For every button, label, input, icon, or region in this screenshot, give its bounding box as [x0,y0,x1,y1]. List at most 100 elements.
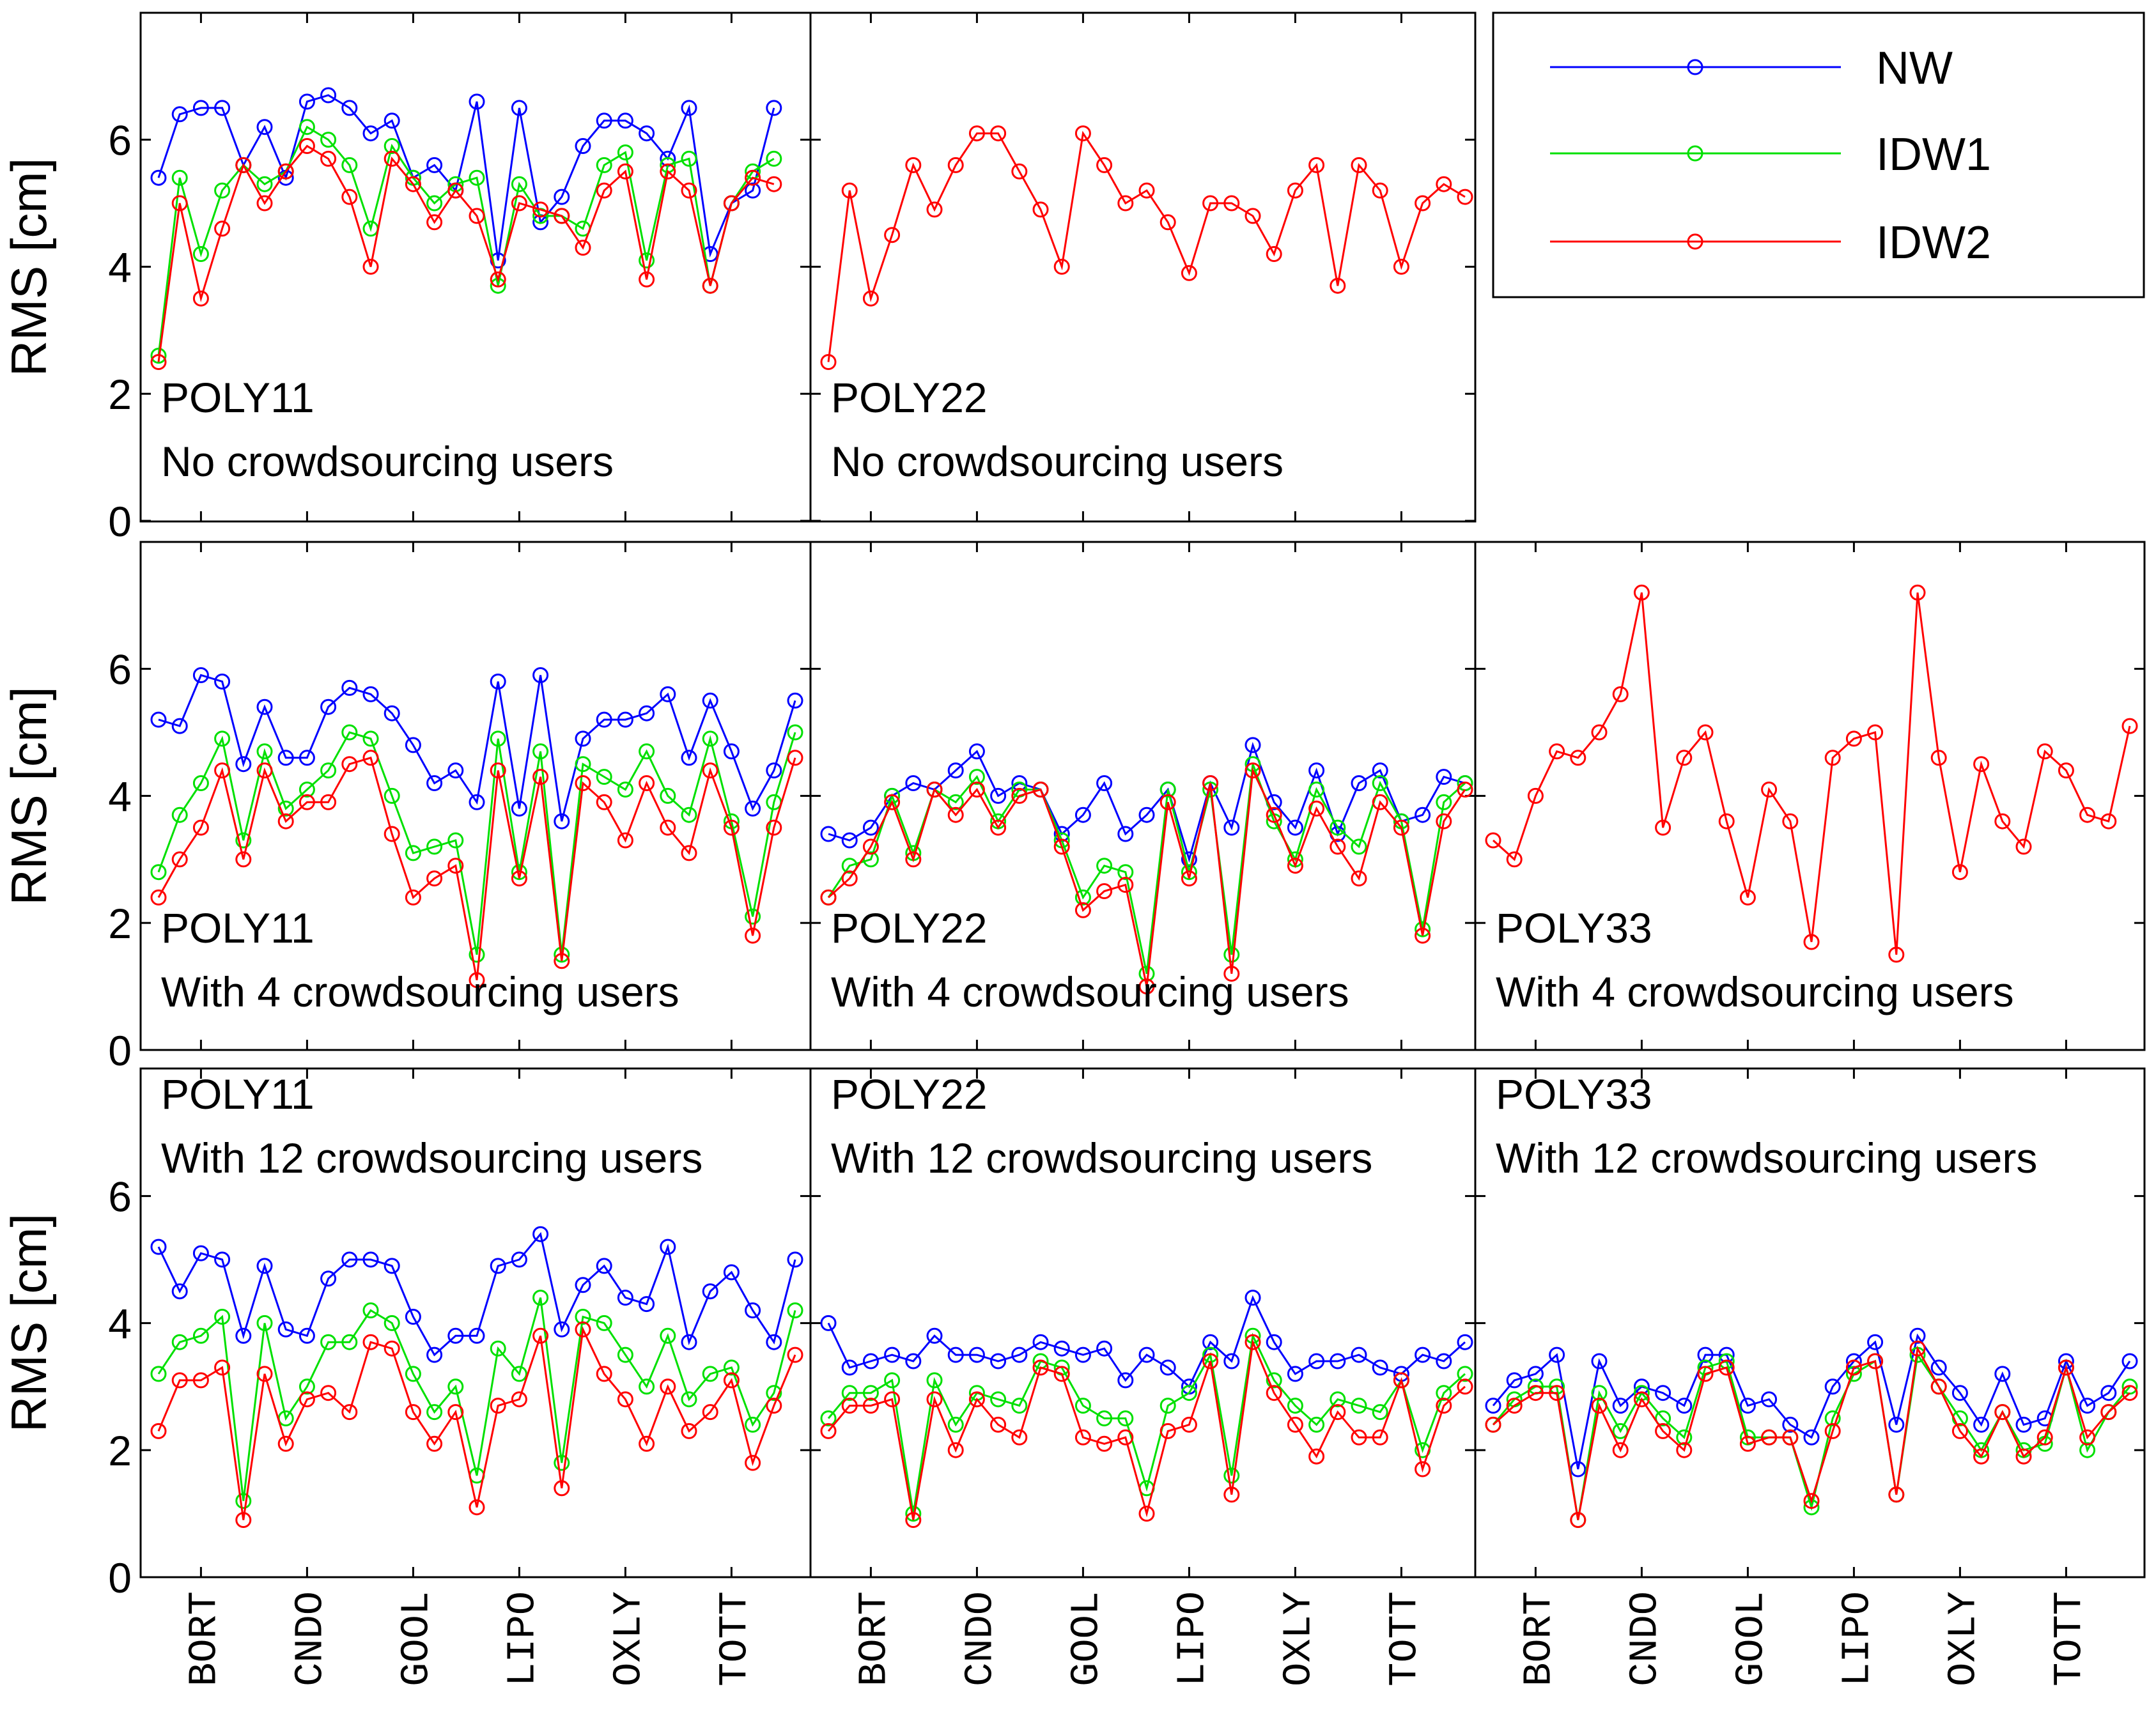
data-point [1824,1410,1841,1426]
data-point [405,737,421,753]
data-point [320,1270,337,1287]
panel-title: POLY22 [831,1070,988,1118]
data-point [1011,1429,1028,1446]
data-point [235,756,252,773]
data-point [681,1334,697,1350]
series-line [157,1326,796,1520]
x-tick-label: CNDO [288,1591,333,1686]
data-point [256,1315,273,1331]
data-point [192,667,209,683]
y-tick-label: 0 [108,1554,132,1601]
data-point [1506,851,1523,868]
data-point [1011,787,1028,804]
data-point [1266,1385,1282,1401]
data-point [1181,1385,1197,1401]
y-tick-label: 0 [108,1027,132,1074]
data-point [405,176,421,192]
series-idw1 [150,724,803,963]
data-point [1330,1391,1346,1408]
data-point [1032,1334,1049,1350]
panel-subtitle: With 12 crowdsourcing users [831,1134,1372,1182]
data-point [511,870,527,887]
data-point [235,157,252,173]
data-point [1697,1366,1714,1382]
data-point [596,1366,612,1382]
data-point [575,1277,591,1293]
data-point [660,1327,676,1344]
data-point [862,838,879,855]
series-idw2 [820,1334,1473,1528]
data-point [235,851,252,868]
data-point [384,826,400,842]
data-point [990,125,1007,142]
data-point [1287,858,1303,874]
data-point [702,277,718,294]
data-point [1096,157,1113,173]
data-point [1308,782,1325,798]
data-point [384,787,400,804]
series-line [827,767,1466,987]
data-point [575,240,591,256]
data-point [1888,946,1905,963]
data-point [1245,1290,1261,1306]
data-point [766,819,782,836]
data-point [426,1435,443,1452]
data-point [1011,1346,1028,1363]
data-point [1951,1385,1968,1401]
data-point [1824,1423,1841,1439]
y-tick-label: 4 [108,773,132,820]
data-point [1266,1334,1282,1350]
data-point [1415,921,1431,937]
data-point [1457,1366,1473,1382]
data-point [299,138,315,154]
data-point [617,144,633,160]
data-point [277,750,294,766]
legend-marker [1687,59,1703,75]
data-point [617,832,633,849]
data-point [150,1423,167,1439]
data-point [766,176,782,192]
data-point [1527,1366,1544,1382]
data-point [469,93,485,110]
data-point [405,1366,421,1382]
data-point [447,182,464,199]
data-point [1053,258,1070,275]
data-point [884,227,901,243]
data-point [192,819,209,836]
data-point [171,718,188,734]
data-point [947,762,964,779]
data-point [1287,182,1303,199]
data-point [990,1391,1007,1408]
data-point [820,1410,837,1426]
data-point [192,775,209,791]
data-point [660,819,676,836]
data-point [1415,927,1431,944]
data-point [1676,1429,1693,1446]
data-point [1096,1435,1113,1452]
data-point [1655,819,1671,836]
data-point [1117,864,1134,881]
data-point [447,1327,464,1344]
data-point [1457,189,1473,205]
data-point [787,750,803,766]
x-tick-label: LIPO [1170,1591,1215,1686]
data-point [256,1258,273,1274]
data-point [511,176,527,192]
x-tick-label: OXLY [1941,1591,1986,1686]
data-point [1096,775,1113,791]
data-point [1676,1398,1693,1414]
data-point [1308,762,1325,779]
data-point [1415,1346,1431,1363]
data-point [1951,864,1968,881]
y-tick-label: 4 [108,243,132,291]
data-point [362,730,379,747]
data-point [968,1346,985,1363]
data-point [192,246,209,262]
panel-title: POLY22 [831,374,988,421]
data-point [1372,182,1388,199]
series-line [827,1295,1466,1389]
data-point [1330,838,1346,855]
data-point [192,1327,209,1344]
data-point [1159,794,1176,810]
x-tick-label: TOTT [712,1591,757,1686]
